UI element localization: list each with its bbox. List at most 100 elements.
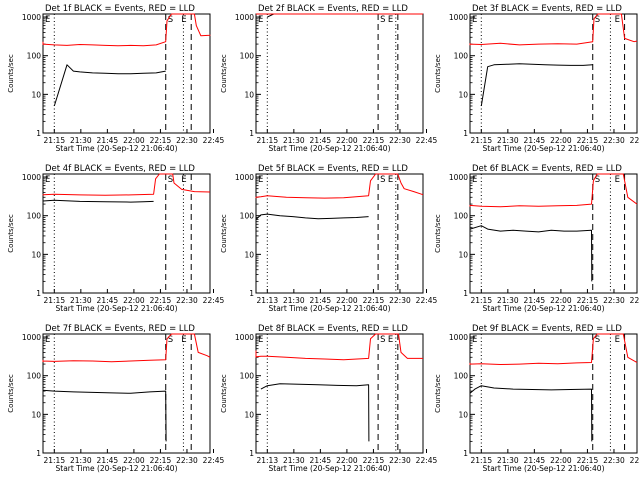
y-tick-label: 1000 xyxy=(235,333,254,342)
y-tick-label: 1000 xyxy=(235,173,254,182)
y-axis-title: Counts/sec xyxy=(434,54,442,93)
y-tick-label: 1 xyxy=(463,449,468,458)
x-tick-label: 22:00 xyxy=(550,136,572,145)
start-flag: S xyxy=(595,335,600,345)
end-flag: E xyxy=(181,175,186,185)
x-tick-label: 22:45 xyxy=(416,296,438,305)
y-tick-label: 1000 xyxy=(22,333,41,342)
left-edge-flag: E xyxy=(472,15,477,25)
events-series-line xyxy=(480,63,593,107)
y-tick-label: 10 xyxy=(244,410,254,419)
y-tick-label: 1 xyxy=(36,129,41,138)
x-tick-label: 22:30 xyxy=(389,296,411,305)
end-flag: E xyxy=(615,175,620,185)
y-tick-label: 100 xyxy=(454,212,469,221)
x-tick-label: 21:30 xyxy=(497,296,519,305)
start-flag: S xyxy=(380,175,385,185)
x-axis-title: Start Time (20-Sep-12 21:06:40) xyxy=(56,464,178,473)
x-tick-label: 21:15 xyxy=(43,296,65,305)
x-tick-label: 22:15 xyxy=(363,296,385,305)
x-axis-title: Start Time (20-Sep-12 21:06:40) xyxy=(483,464,605,473)
x-tick-label: 21:30 xyxy=(497,456,519,465)
y-tick-label: 1000 xyxy=(235,13,254,22)
panel-title: Det 4f BLACK = Events, RED = LLD xyxy=(45,164,195,174)
panel-3: Det 3f BLACK = Events, RED = LLD 21:15 21:… xyxy=(434,4,640,153)
panel-title: Det 8f BLACK = Events, RED = LLD xyxy=(258,324,408,334)
panel-6: Det 6f BLACK = Events, RED = LLD 21:15 21:… xyxy=(434,164,640,313)
lld-series-line xyxy=(42,173,211,196)
y-tick-label: 100 xyxy=(27,212,42,221)
plot-frame xyxy=(255,333,424,454)
lld-series-line xyxy=(42,13,211,47)
y-tick-label: 10 xyxy=(31,90,41,99)
x-tick-label: 22:45 xyxy=(630,456,640,465)
x-tick-label: 22:00 xyxy=(123,136,145,145)
panel-7: Det 7f BLACK = Events, RED = LLD 21:15 21:… xyxy=(7,324,225,473)
x-tick-label: 22:15 xyxy=(577,456,599,465)
y-tick-label: 10 xyxy=(244,90,254,99)
x-tick-label: 22:15 xyxy=(577,296,599,305)
x-tick-label: 22:30 xyxy=(176,296,198,305)
x-tick-label: 21:45 xyxy=(524,136,546,145)
events-series-line xyxy=(53,64,166,107)
events-series-line xyxy=(42,388,167,442)
events-series-line xyxy=(42,199,154,248)
x-tick-label: 21:13 xyxy=(256,296,278,305)
y-tick-label: 1 xyxy=(36,449,41,458)
end-flag: E xyxy=(388,175,393,185)
y-tick-label: 100 xyxy=(240,52,255,61)
end-flag: E xyxy=(181,15,186,25)
panel-8: Det 8f BLACK = Events, RED = LLD 21:13 21:… xyxy=(220,324,438,473)
x-tick-label: 22:00 xyxy=(550,456,572,465)
x-tick-label: 22:45 xyxy=(203,456,225,465)
x-tick-label: 21:45 xyxy=(310,296,332,305)
x-tick-label: 22:00 xyxy=(550,296,572,305)
x-tick-label: 21:45 xyxy=(524,296,546,305)
events-series-line xyxy=(469,225,593,282)
y-tick-label: 100 xyxy=(240,212,255,221)
x-tick-label: 21:30 xyxy=(283,136,305,145)
y-tick-label: 100 xyxy=(454,372,469,381)
panel-title: Det 3f BLACK = Events, RED = LLD xyxy=(472,4,622,14)
x-tick-label: 21:15 xyxy=(470,456,492,465)
panel-title: Det 5f BLACK = Events, RED = LLD xyxy=(258,164,408,174)
start-flag: S xyxy=(168,175,173,185)
y-axis-title: Counts/sec xyxy=(220,214,228,253)
events-series-line xyxy=(260,383,370,442)
panel-title: Det 2f BLACK = Events, RED = LLD xyxy=(258,4,408,14)
start-flag: S xyxy=(380,335,385,345)
start-flag: S xyxy=(595,15,600,25)
y-tick-label: 1 xyxy=(463,129,468,138)
lld-series-line xyxy=(469,13,638,46)
x-tick-label: 22:15 xyxy=(150,456,172,465)
x-tick-label: 21:45 xyxy=(310,136,332,145)
y-tick-label: 100 xyxy=(454,52,469,61)
panel-5: Det 5f BLACK = Events, RED = LLD 21:13 21:… xyxy=(220,164,438,313)
y-tick-label: 1000 xyxy=(22,173,41,182)
x-tick-label: 22:15 xyxy=(577,136,599,145)
x-tick-label: 21:30 xyxy=(70,456,92,465)
panel-title: Det 6f BLACK = Events, RED = LLD xyxy=(472,164,622,174)
y-axis-title: Counts/sec xyxy=(7,374,15,413)
left-edge-flag: E xyxy=(258,175,263,185)
y-tick-label: 1 xyxy=(249,289,254,298)
y-tick-label: 1000 xyxy=(449,333,468,342)
x-tick-label: 22:15 xyxy=(150,136,172,145)
panel-title: Det 7f BLACK = Events, RED = LLD xyxy=(45,324,195,334)
x-tick-label: 22:45 xyxy=(203,136,225,145)
left-edge-flag: E xyxy=(258,15,263,25)
events-series-line xyxy=(469,385,593,442)
plot-frame xyxy=(469,13,638,134)
panel-title: Det 9f BLACK = Events, RED = LLD xyxy=(472,324,622,334)
x-tick-label: 22:30 xyxy=(389,456,411,465)
panel-4: Det 4f BLACK = Events, RED = LLD 21:15 21:… xyxy=(7,164,225,313)
x-tick-label: 21:45 xyxy=(97,296,119,305)
y-axis-title: Counts/sec xyxy=(7,214,15,253)
events-series-line xyxy=(255,213,369,282)
plot-frame xyxy=(42,173,211,294)
left-edge-flag: E xyxy=(472,335,477,345)
y-tick-label: 1 xyxy=(36,289,41,298)
x-tick-label: 22:00 xyxy=(336,296,358,305)
x-axis-title: Start Time (20-Sep-12 21:06:40) xyxy=(56,144,178,153)
y-axis-title: Counts/sec xyxy=(434,214,442,253)
